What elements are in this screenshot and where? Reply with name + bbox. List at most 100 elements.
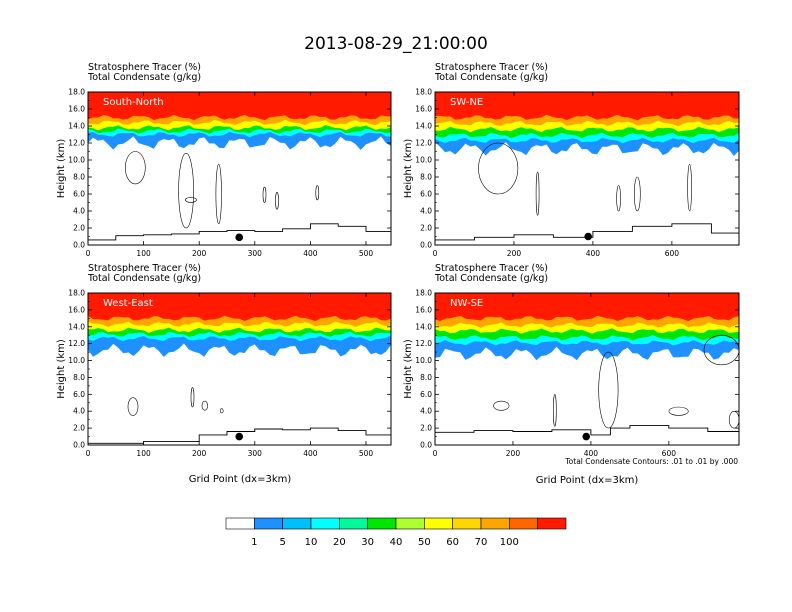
location-marker <box>235 432 244 441</box>
contour-label: Total Condensate (g/kg) <box>87 72 201 83</box>
condensate-contour <box>687 163 692 212</box>
condensate-contour <box>315 185 320 201</box>
condensate-contour <box>633 176 641 212</box>
condensate-contour <box>552 394 557 427</box>
colorbar-label: 5 <box>279 537 285 548</box>
x-tick-label: 100 <box>136 449 151 458</box>
y-tick-label: 16.0 <box>68 305 85 314</box>
y-tick-label: 2.0 <box>73 224 85 233</box>
x-tick-label: 0 <box>86 449 91 458</box>
x-axis-label-left: Grid Point (dx=3km) <box>189 474 292 485</box>
condensate-contour <box>201 400 208 411</box>
y-tick-label: 4.0 <box>420 407 432 416</box>
condensate-contour <box>215 163 222 225</box>
colorbar-label: 30 <box>361 537 374 548</box>
y-tick-label: 8.0 <box>73 373 85 382</box>
colorbar-label: 50 <box>418 537 431 548</box>
panel-label: NW-SE <box>450 298 483 309</box>
condensate-contour <box>262 186 267 203</box>
x-tick-label: 400 <box>303 249 318 258</box>
y-tick-label: 6.0 <box>420 390 432 399</box>
y-tick-label: 12.0 <box>68 339 85 348</box>
y-tick-label: 12.0 <box>415 339 432 348</box>
terrain-line <box>435 425 739 443</box>
tracer-band-red <box>435 293 739 322</box>
condensate-contour <box>127 397 139 416</box>
plot-area <box>435 293 739 445</box>
y-tick-label: 14.0 <box>68 322 85 331</box>
y-tick-label: 6.0 <box>73 390 85 399</box>
y-tick-label: 10.0 <box>68 356 85 365</box>
x-tick-label: 400 <box>303 449 318 458</box>
colorbar-swatch <box>537 517 567 530</box>
y-tick-label: 6.0 <box>420 190 432 199</box>
field-label: Stratosphere Tracer (%) <box>88 62 201 73</box>
x-tick-label: 200 <box>192 249 207 258</box>
figure-title: 2013-08-29_21:00:00 <box>304 34 488 54</box>
condensate-contour <box>478 142 519 195</box>
colorbar-label: 60 <box>446 537 459 548</box>
panel-label: SW-NE <box>450 97 483 108</box>
y-tick-label: 18.0 <box>68 88 85 97</box>
field-label: Stratosphere Tracer (%) <box>435 263 548 274</box>
y-tick-label: 4.0 <box>73 407 85 416</box>
field-label: Stratosphere Tracer (%) <box>435 62 548 73</box>
y-tick-label: 18.0 <box>415 88 432 97</box>
y-axis-label: Height (km) <box>56 139 67 199</box>
tracer-band-red <box>88 293 391 322</box>
y-tick-label: 16.0 <box>415 105 432 114</box>
panel-label: West-East <box>103 298 153 309</box>
contour-label: Total Condensate (g/kg) <box>87 273 201 284</box>
x-tick-label: 600 <box>662 449 677 458</box>
y-tick-label: 16.0 <box>415 305 432 314</box>
y-tick-label: 12.0 <box>415 139 432 148</box>
y-tick-label: 0.0 <box>73 241 85 250</box>
location-marker <box>584 232 592 241</box>
condensate-contour <box>184 197 197 203</box>
colorbar: 1 5 10 20 30 40 50 60 70 100 <box>225 517 567 548</box>
y-tick-label: 0.0 <box>420 241 432 250</box>
y-tick-label: 4.0 <box>73 207 85 216</box>
x-tick-label: 0 <box>433 249 438 258</box>
colorbar-swatch <box>254 517 283 530</box>
x-tick-label: 500 <box>359 249 374 258</box>
panel-south-north: Stratosphere Tracer (%)Total Condensate … <box>56 62 392 258</box>
condensate-contour <box>493 400 510 411</box>
colorbar-swatch <box>282 517 312 530</box>
colorbar-swatch <box>424 517 453 530</box>
y-tick-label: 12.0 <box>68 139 85 148</box>
colorbar-label: 40 <box>390 537 403 548</box>
x-tick-label: 0 <box>433 449 438 458</box>
terrain-line <box>88 427 391 444</box>
x-tick-label: 300 <box>248 449 263 458</box>
x-tick-label: 400 <box>584 449 599 458</box>
x-tick-label: 200 <box>506 449 521 458</box>
terrain-line <box>88 223 391 241</box>
y-tick-label: 0.0 <box>420 441 432 450</box>
panel-west-east: Stratosphere Tracer (%)Total Condensate … <box>56 263 392 458</box>
x-tick-label: 0 <box>86 249 91 258</box>
colorbar-swatch <box>225 517 255 530</box>
contour-label: Total Condensate (g/kg) <box>434 72 548 83</box>
colorbar-label: 10 <box>305 537 318 548</box>
y-tick-label: 14.0 <box>415 122 432 131</box>
field-label: Stratosphere Tracer (%) <box>88 263 201 274</box>
condensate-contour <box>668 406 689 416</box>
contour-label: Total Condensate (g/kg) <box>434 273 548 284</box>
terrain-line <box>435 223 739 241</box>
x-tick-label: 400 <box>586 249 601 258</box>
y-tick-label: 0.0 <box>73 441 85 450</box>
colorbar-swatch <box>339 517 368 530</box>
colorbar-swatch <box>480 517 510 530</box>
colorbar-label: 100 <box>500 537 519 548</box>
condensate-contour <box>598 351 619 429</box>
x-tick-label: 100 <box>136 249 151 258</box>
colorbar-swatch <box>452 517 482 530</box>
condensate-contour <box>616 185 621 212</box>
panel-nw-se: Stratosphere Tracer (%)Total Condensate … <box>403 263 740 458</box>
y-tick-label: 2.0 <box>420 224 432 233</box>
x-tick-label: 200 <box>507 249 522 258</box>
colorbar-swatch <box>395 517 425 530</box>
panel-sw-ne: Stratosphere Tracer (%)Total Condensate … <box>403 62 740 258</box>
y-tick-label: 10.0 <box>415 156 432 165</box>
